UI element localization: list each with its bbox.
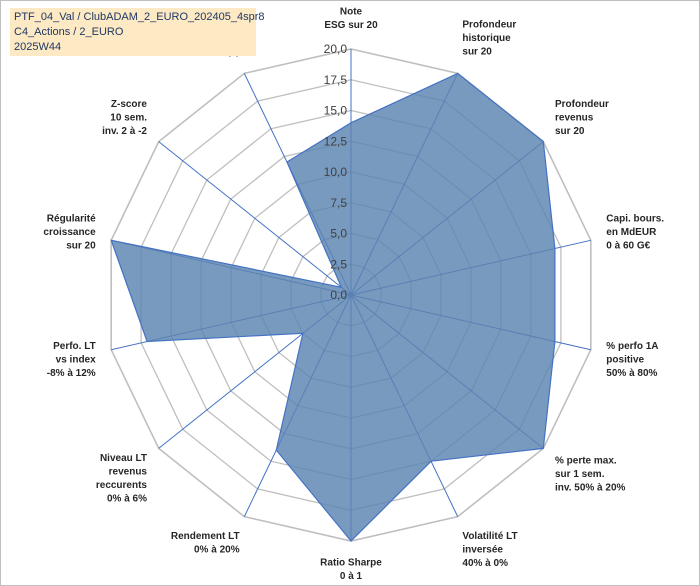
axis-label: Capi. bours. en MdEUR 0 à 60 G€ bbox=[606, 214, 664, 252]
header-line-2: C4_Actions / 2_EURO bbox=[14, 26, 124, 38]
axis-label: Ratio Sharpe 0 à 1 bbox=[320, 558, 382, 583]
tick-label: 7,5 bbox=[330, 196, 347, 210]
header-line-1: PTF_04_Val / ClubADAM_2_EURO_202405_4spr… bbox=[14, 11, 265, 23]
axis-label: Régularité croissance sur 20 bbox=[43, 214, 96, 252]
tick-label: 10,0 bbox=[324, 165, 348, 179]
series-area bbox=[110, 72, 556, 542]
tick-label: 0,0 bbox=[330, 288, 347, 302]
tick-label: 15,0 bbox=[324, 104, 348, 118]
axis-label: Profondeur historique sur 20 bbox=[462, 19, 516, 57]
axis-label: Z-score 10 sem. inv. 2 à -2 bbox=[102, 99, 147, 137]
axis-label: Note ESG sur 20 bbox=[324, 7, 378, 32]
tick-label: 12,5 bbox=[324, 134, 348, 148]
axis-label: Niveau LT revenus reccurents 0% à 6% bbox=[96, 453, 148, 505]
tick-label: 20,0 bbox=[324, 42, 348, 56]
tick-labels: 0,0 2,5 5,0 7,5 10,0 12,5 15,0 17,5 20,0 bbox=[324, 42, 348, 302]
tick-label: 5,0 bbox=[330, 227, 347, 241]
header-box bbox=[10, 8, 256, 56]
axis-label: Perfo. LT vs index -8% à 12% bbox=[47, 341, 96, 379]
axis-label: Profondeur revenus sur 20 bbox=[555, 99, 609, 137]
axis-label: Volatilité LT inversée 40% à 0% bbox=[462, 531, 517, 569]
axis-label: % perfo 1A positive 50% à 80% bbox=[606, 341, 658, 379]
axis-label: Rendement LT 0% à 20% bbox=[171, 531, 240, 556]
axis-spoke bbox=[158, 141, 352, 296]
tick-label: 17,5 bbox=[324, 73, 348, 87]
header-line-3: 2025W44 bbox=[14, 41, 62, 53]
tick-label: 2,5 bbox=[330, 257, 347, 271]
axis-label: % perte max. sur 1 sem. inv. 50% à 20% bbox=[555, 456, 626, 494]
